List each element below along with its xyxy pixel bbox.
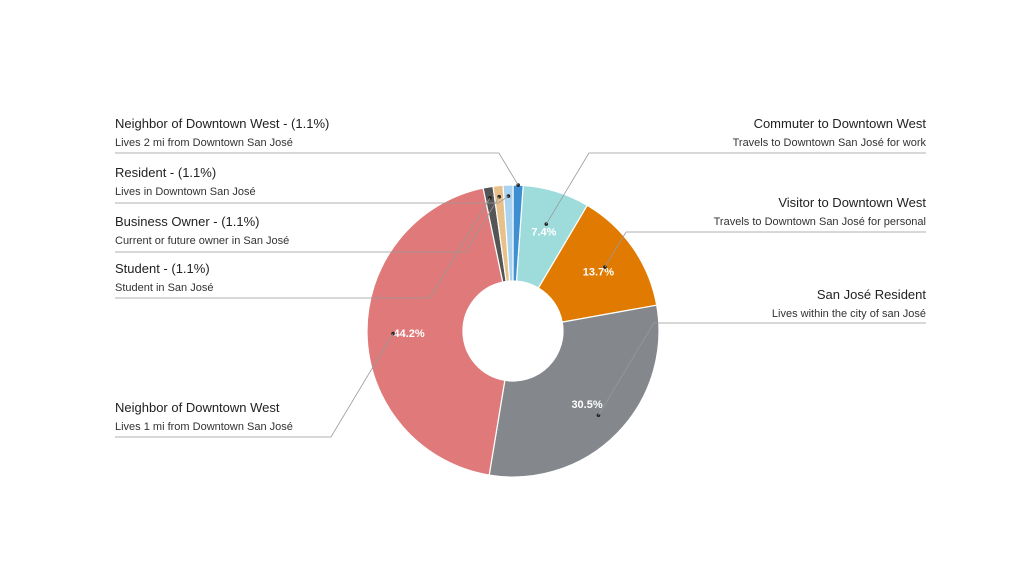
slice-visitor (537, 204, 658, 323)
leader-line-sj_resident (598, 322, 926, 416)
leader-line-commuter (545, 152, 926, 225)
pct-label-neighbor: 44.2% (393, 328, 424, 340)
label-title-visitor: Visitor to Downtown West (778, 195, 926, 210)
pct-label-visitor: 13.7% (583, 267, 614, 279)
leader-lines-group (115, 152, 926, 438)
slices-group (366, 184, 660, 478)
pct-label-sj_resident: 30.5% (571, 399, 602, 411)
slice-neighbor (366, 187, 506, 476)
label-subtitle-sj_resident: Lives within the city of san José (772, 308, 926, 320)
label-subtitle-business_owner: Current or future owner in San José (115, 235, 289, 247)
leader-line-neighbor_2mi (115, 152, 519, 186)
leader-line-resident (115, 195, 509, 204)
leader-line-visitor (604, 231, 926, 268)
label-subtitle-commuter: Travels to Downtown San José for work (733, 137, 927, 149)
leader-line-neighbor (115, 333, 394, 438)
leader-line-business_owner (115, 196, 500, 253)
label-subtitle-visitor: Travels to Downtown San José for persona… (714, 216, 926, 228)
label-title-business_owner: Business Owner - (1.1%) (115, 214, 260, 229)
label-title-resident: Resident - (1.1%) (115, 165, 216, 180)
slice-sj_resident (488, 304, 660, 478)
label-subtitle-student: Student in San José (115, 282, 213, 294)
category-labels-group: Commuter to Downtown West Travels to Down… (115, 116, 926, 433)
label-subtitle-neighbor_2mi: Lives 2 mi from Downtown San José (115, 137, 293, 149)
label-title-sj_resident: San José Resident (817, 287, 927, 302)
leader-line-student (115, 197, 491, 299)
label-subtitle-resident: Lives in Downtown San José (115, 186, 256, 198)
label-title-commuter: Commuter to Downtown West (754, 116, 927, 131)
percent-labels-group: 7.4% 13.7% 30.5% 44.2% (393, 227, 614, 411)
label-title-neighbor_2mi: Neighbor of Downtown West - (1.1%) (115, 116, 329, 131)
label-subtitle-neighbor: Lives 1 mi from Downtown San José (115, 421, 293, 433)
pct-label-commuter: 7.4% (531, 227, 556, 239)
label-title-neighbor: Neighbor of Downtown West (115, 400, 280, 415)
label-title-student: Student - (1.1%) (115, 261, 210, 276)
